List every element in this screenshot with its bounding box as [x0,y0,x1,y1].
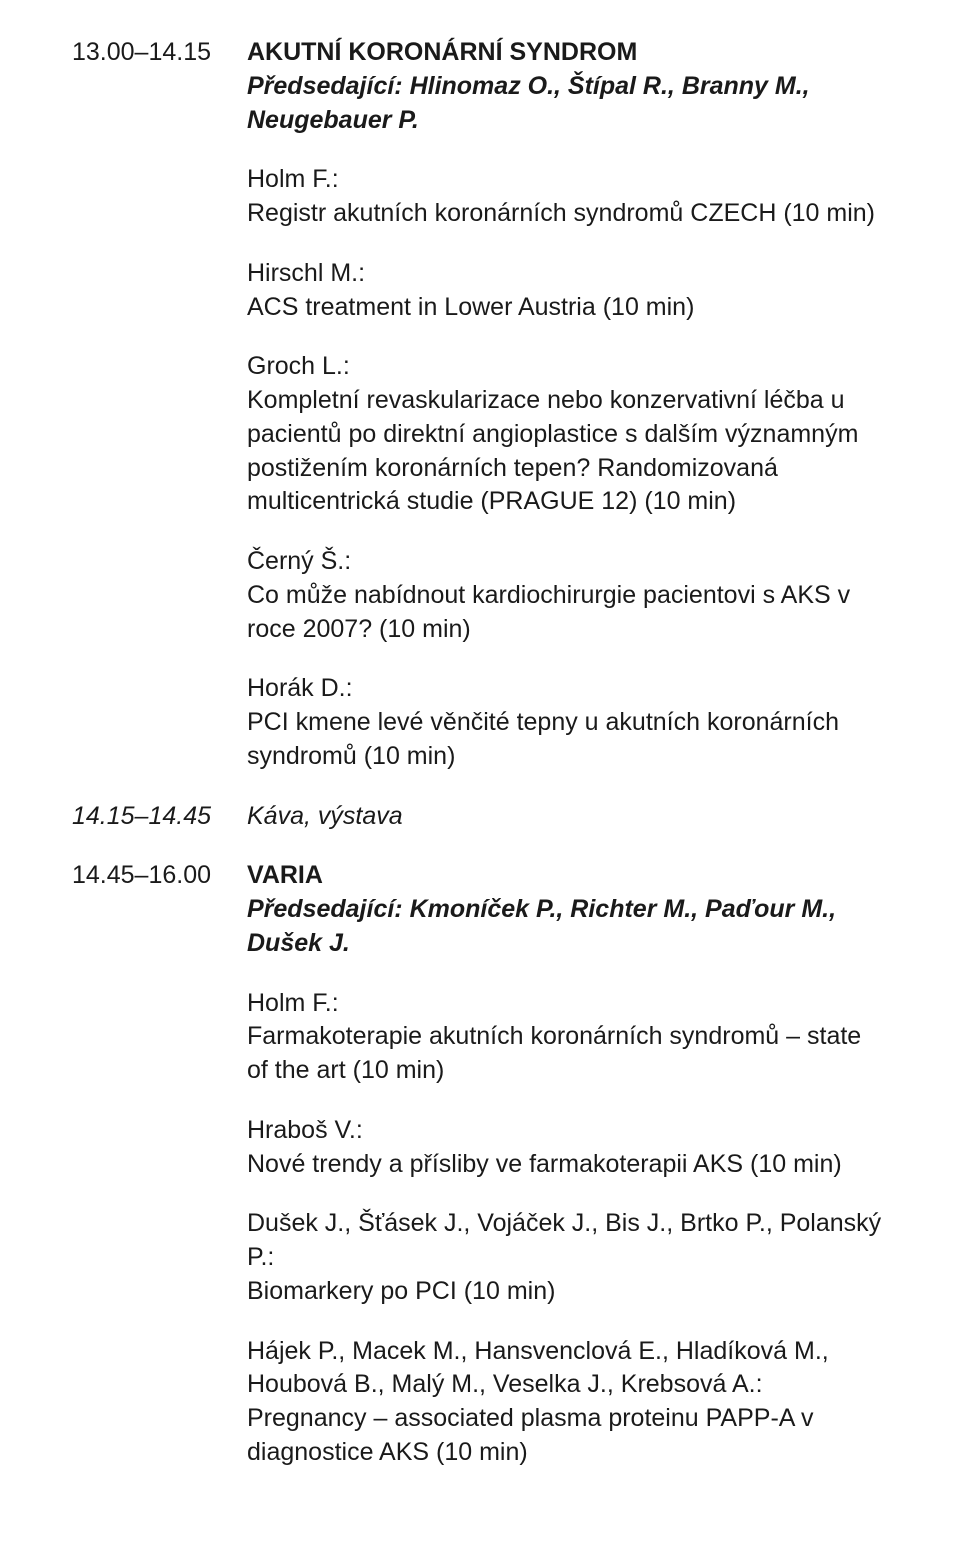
talk: Dušek J., Šťásek J., Vojáček J., Bis J.,… [247,1207,888,1308]
talk: Černý Š.: Co může nabídnout kardiochirur… [247,545,888,646]
talk-speaker: Hraboš V.: [247,1114,888,1148]
session-heading: VARIA [247,859,888,893]
talk-speaker: Groch L.: [247,350,888,384]
talk-speaker: Hirschl M.: [247,257,888,291]
talk-speaker: Horák D.: [247,672,888,706]
session-1: 13.00–14.15 AKUTNÍ KORONÁRNÍ SYNDROM Pře… [72,36,888,774]
talk-title: Kompletní revaskularizace nebo konzervat… [247,384,888,519]
break-label: Káva, výstava [247,800,888,834]
talk-title: Farmakoterapie akutních koronárních synd… [247,1020,888,1088]
talk-title: Co může nabídnout kardiochirurgie pacien… [247,579,888,647]
break-time: 14.15–14.45 [72,800,247,834]
session-content: AKUTNÍ KORONÁRNÍ SYNDROM Předsedající: H… [247,36,888,774]
session-chairs: Předsedající: Hlinomaz O., Štípal R., Br… [247,70,888,138]
session-heading: AKUTNÍ KORONÁRNÍ SYNDROM [247,36,888,70]
talk-title: Nové trendy a přísliby ve farmakoterapii… [247,1148,888,1182]
talk-speaker: Holm F.: [247,163,888,197]
talk: Groch L.: Kompletní revaskularizace nebo… [247,350,888,519]
talk-speaker: Černý Š.: [247,545,888,579]
break-row: 14.15–14.45 Káva, výstava [72,800,888,834]
talk: Hájek P., Macek M., Hansvenclová E., Hla… [247,1335,888,1470]
talk: Holm F.: Registr akutních koronárních sy… [247,163,888,231]
talk-speaker: Hájek P., Macek M., Hansvenclová E., Hla… [247,1335,888,1403]
session-time: 13.00–14.15 [72,36,247,774]
session-2: 14.45–16.00 VARIA Předsedající: Kmoníček… [72,859,888,1469]
talk: Horák D.: PCI kmene levé věnčité tepny u… [247,672,888,773]
talk-title: Pregnancy – associated plasma proteinu P… [247,1402,888,1470]
session-content: VARIA Předsedající: Kmoníček P., Richter… [247,859,888,1469]
talk-speaker: Dušek J., Šťásek J., Vojáček J., Bis J.,… [247,1207,888,1275]
talk: Hraboš V.: Nové trendy a přísliby ve far… [247,1114,888,1182]
session-chairs: Předsedající: Kmoníček P., Richter M., P… [247,893,888,961]
talk-title: ACS treatment in Lower Austria (10 min) [247,291,888,325]
talk: Holm F.: Farmakoterapie akutních koronár… [247,987,888,1088]
talk-title: PCI kmene levé věnčité tepny u akutních … [247,706,888,774]
talk: Hirschl M.: ACS treatment in Lower Austr… [247,257,888,325]
talk-title: Registr akutních koronárních syndromů CZ… [247,197,888,231]
talk-title: Biomarkery po PCI (10 min) [247,1275,888,1309]
session-time: 14.45–16.00 [72,859,247,1469]
talk-speaker: Holm F.: [247,987,888,1021]
